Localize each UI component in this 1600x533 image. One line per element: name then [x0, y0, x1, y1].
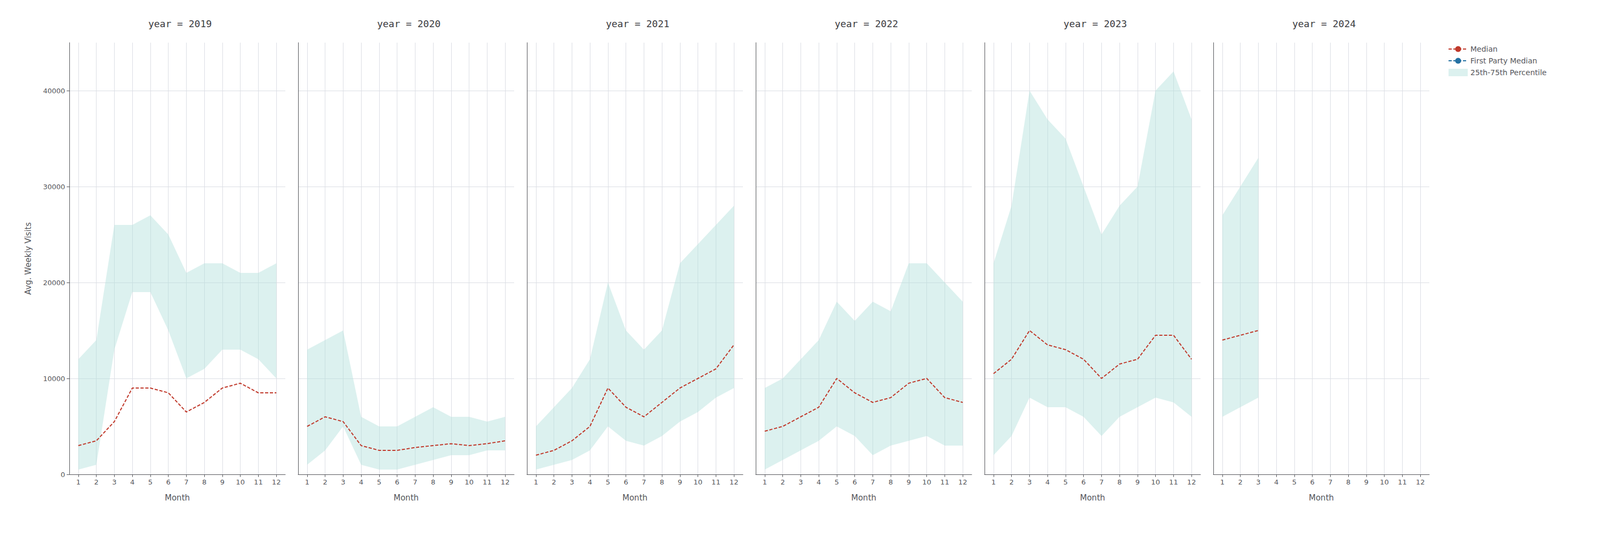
svg-text:1: 1 — [533, 478, 539, 487]
svg-text:Month: Month — [1308, 493, 1334, 503]
svg-text:10: 10 — [235, 478, 245, 487]
svg-text:9: 9 — [677, 478, 683, 487]
svg-text:2: 2 — [1237, 478, 1243, 487]
svg-text:1: 1 — [762, 478, 767, 487]
svg-text:7: 7 — [641, 478, 646, 487]
svg-text:10: 10 — [1150, 478, 1160, 487]
svg-text:6: 6 — [1309, 478, 1315, 487]
svg-text:11: 11 — [940, 478, 950, 487]
svg-text:5: 5 — [148, 478, 153, 487]
svg-text:7: 7 — [184, 478, 189, 487]
svg-text:3: 3 — [112, 478, 117, 487]
svg-text:11: 11 — [253, 478, 263, 487]
svg-text:11: 11 — [1169, 478, 1179, 487]
svg-text:5: 5 — [1063, 478, 1068, 487]
svg-text:5: 5 — [605, 478, 611, 487]
svg-text:8: 8 — [430, 478, 436, 487]
svg-text:4: 4 — [587, 478, 592, 487]
svg-text:year = 2019: year = 2019 — [148, 18, 212, 30]
svg-text:7: 7 — [1099, 478, 1104, 487]
svg-text:12: 12 — [500, 478, 510, 487]
svg-text:3: 3 — [1256, 478, 1261, 487]
svg-text:First Party Median: First Party Median — [1470, 56, 1538, 66]
svg-text:Month: Month — [622, 493, 648, 503]
svg-text:1: 1 — [305, 478, 310, 487]
svg-text:4: 4 — [1274, 478, 1279, 487]
svg-text:6: 6 — [623, 478, 628, 487]
svg-text:10: 10 — [922, 478, 932, 487]
svg-text:8: 8 — [202, 478, 207, 487]
svg-text:11: 11 — [711, 478, 721, 487]
svg-text:40000: 40000 — [43, 86, 66, 95]
svg-text:5: 5 — [377, 478, 382, 487]
svg-text:Month: Month — [164, 493, 190, 503]
svg-text:4: 4 — [130, 478, 135, 487]
svg-text:4: 4 — [358, 478, 364, 487]
svg-text:1: 1 — [76, 478, 81, 487]
svg-text:11: 11 — [482, 478, 492, 487]
svg-text:12: 12 — [1187, 478, 1197, 487]
svg-text:7: 7 — [1328, 478, 1333, 487]
svg-text:year = 2024: year = 2024 — [1292, 18, 1356, 30]
svg-text:10: 10 — [1379, 478, 1389, 487]
svg-text:3: 3 — [340, 478, 346, 487]
svg-text:2: 2 — [322, 478, 327, 487]
svg-text:2: 2 — [1009, 478, 1014, 487]
svg-text:1: 1 — [1220, 478, 1225, 487]
svg-text:Median: Median — [1470, 44, 1498, 54]
svg-text:year = 2021: year = 2021 — [605, 18, 670, 30]
svg-text:6: 6 — [394, 478, 399, 487]
svg-text:12: 12 — [729, 478, 739, 487]
svg-text:8: 8 — [659, 478, 664, 487]
svg-text:3: 3 — [798, 478, 803, 487]
svg-text:2: 2 — [551, 478, 556, 487]
svg-text:year = 2022: year = 2022 — [834, 18, 899, 30]
svg-text:8: 8 — [1346, 478, 1351, 487]
svg-text:9: 9 — [906, 478, 911, 487]
svg-text:7: 7 — [870, 478, 875, 487]
svg-text:3: 3 — [569, 478, 574, 487]
svg-text:12: 12 — [958, 478, 968, 487]
svg-text:year = 2020: year = 2020 — [377, 18, 441, 30]
svg-text:5: 5 — [1292, 478, 1297, 487]
svg-text:12: 12 — [272, 478, 282, 487]
svg-text:4: 4 — [1045, 478, 1050, 487]
svg-text:6: 6 — [1081, 478, 1086, 487]
svg-text:0: 0 — [60, 470, 66, 479]
svg-text:10: 10 — [693, 478, 703, 487]
svg-text:6: 6 — [852, 478, 857, 487]
svg-text:2: 2 — [93, 478, 99, 487]
svg-text:7: 7 — [412, 478, 418, 487]
svg-text:1: 1 — [991, 478, 996, 487]
svg-text:5: 5 — [834, 478, 839, 487]
svg-text:year = 2023: year = 2023 — [1063, 18, 1127, 30]
svg-text:Month: Month — [1080, 493, 1106, 503]
svg-text:11: 11 — [1397, 478, 1407, 487]
svg-text:3: 3 — [1027, 478, 1032, 487]
svg-text:9: 9 — [220, 478, 225, 487]
svg-text:Month: Month — [851, 493, 877, 503]
svg-text:25th-75th Percentile: 25th-75th Percentile — [1470, 68, 1547, 77]
svg-text:4: 4 — [816, 478, 821, 487]
svg-text:9: 9 — [1364, 478, 1369, 487]
svg-text:8: 8 — [1117, 478, 1122, 487]
svg-text:20000: 20000 — [43, 278, 66, 287]
svg-text:9: 9 — [1135, 478, 1140, 487]
svg-text:10: 10 — [464, 478, 474, 487]
svg-text:Month: Month — [393, 493, 419, 503]
svg-text:6: 6 — [165, 478, 171, 487]
svg-text:2: 2 — [780, 478, 785, 487]
svg-text:12: 12 — [1416, 478, 1426, 487]
svg-text:9: 9 — [449, 478, 454, 487]
svg-text:8: 8 — [888, 478, 893, 487]
svg-text:30000: 30000 — [43, 182, 66, 191]
svg-text:10000: 10000 — [43, 374, 66, 383]
svg-text:Avg. Weekly Visits: Avg. Weekly Visits — [23, 222, 34, 295]
